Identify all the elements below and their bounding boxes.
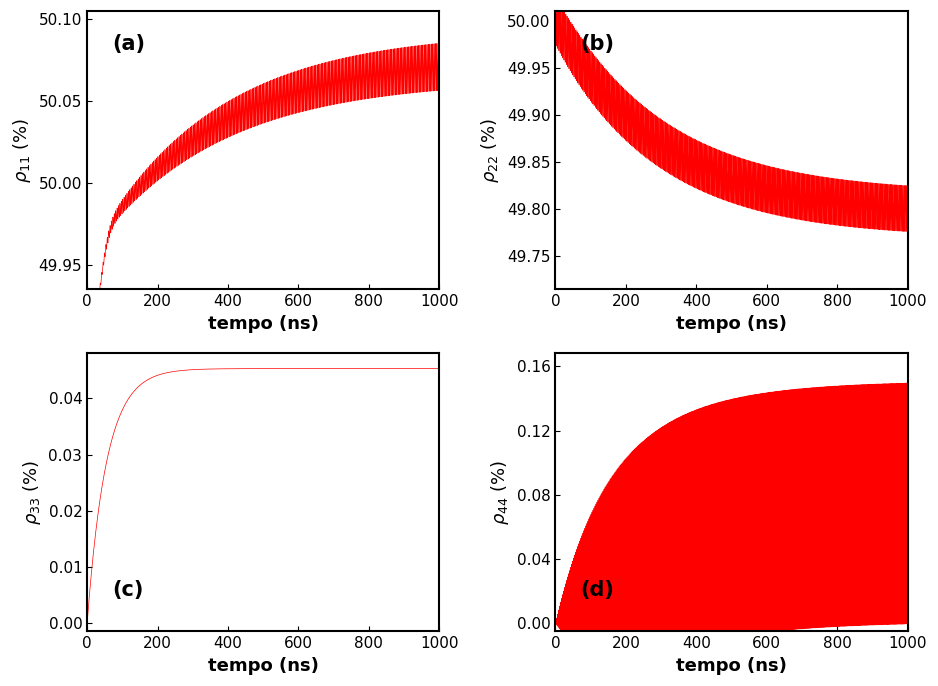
X-axis label: tempo (ns): tempo (ns) <box>208 657 319 675</box>
Text: (c): (c) <box>112 580 144 600</box>
X-axis label: tempo (ns): tempo (ns) <box>208 315 319 333</box>
Y-axis label: $\rho_{44}$ (%): $\rho_{44}$ (%) <box>489 460 511 525</box>
Text: (a): (a) <box>112 34 144 54</box>
Y-axis label: $\rho_{11}$ (%): $\rho_{11}$ (%) <box>11 117 33 182</box>
Text: (b): (b) <box>580 34 614 54</box>
Text: (d): (d) <box>580 580 614 600</box>
X-axis label: tempo (ns): tempo (ns) <box>676 315 787 333</box>
Y-axis label: $\rho_{22}$ (%): $\rho_{22}$ (%) <box>479 117 502 182</box>
X-axis label: tempo (ns): tempo (ns) <box>676 657 787 675</box>
Y-axis label: $\rho_{33}$ (%): $\rho_{33}$ (%) <box>21 460 43 525</box>
